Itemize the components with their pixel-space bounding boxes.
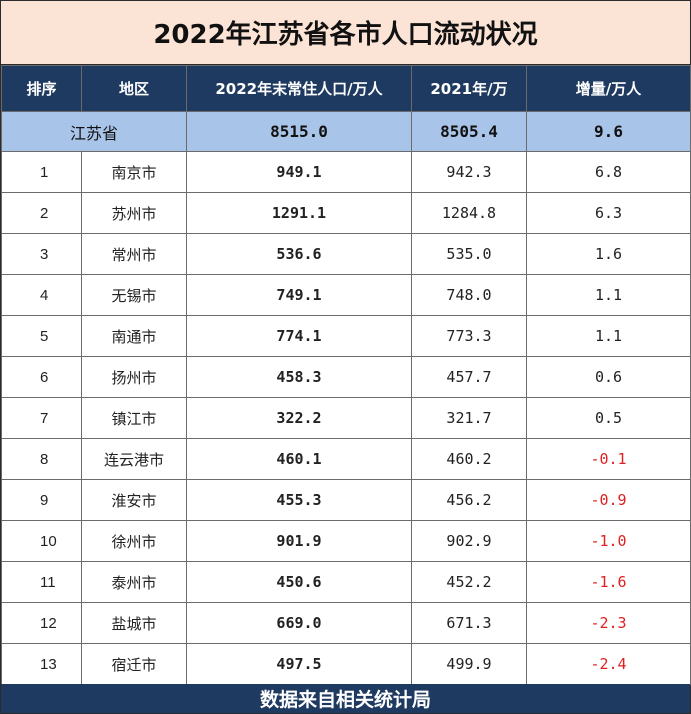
pop2021-cell: 748.0 — [411, 274, 527, 316]
city-cell: 淮安市 — [81, 479, 187, 521]
pop2021-cell: 452.2 — [411, 561, 527, 603]
rank-cell: 10 — [1, 520, 82, 562]
province-delta: 9.6 — [526, 111, 691, 152]
city-cell: 无锡市 — [81, 274, 187, 316]
table-row: 7 镇江市 322.2 321.7 0.5 — [1, 397, 691, 439]
city-cell: 南京市 — [81, 151, 187, 193]
population-table: 排序 地区 2022年末常住人口/万人 2021年/万 增量/万人 江苏省 85… — [1, 65, 691, 685]
header-rank: 排序 — [1, 65, 82, 112]
delta-cell: 0.5 — [526, 397, 691, 439]
pop2021-cell: 460.2 — [411, 438, 527, 480]
city-cell: 扬州市 — [81, 356, 187, 398]
rank-cell: 7 — [1, 397, 82, 439]
table-row: 5 南通市 774.1 773.3 1.1 — [1, 315, 691, 357]
header-row: 排序 地区 2022年末常住人口/万人 2021年/万 增量/万人 — [1, 65, 691, 112]
city-cell: 苏州市 — [81, 192, 187, 234]
pop2021-cell: 671.3 — [411, 602, 527, 644]
province-row: 江苏省 8515.0 8505.4 9.6 — [1, 111, 691, 152]
header-region: 地区 — [81, 65, 187, 112]
pop2021-cell: 902.9 — [411, 520, 527, 562]
rank-cell: 3 — [1, 233, 82, 275]
pop2022-cell: 949.1 — [186, 151, 412, 193]
table-row: 2 苏州市 1291.1 1284.8 6.3 — [1, 192, 691, 234]
table-row: 10 徐州市 901.9 902.9 -1.0 — [1, 520, 691, 562]
pop2022-cell: 322.2 — [186, 397, 412, 439]
table-row: 4 无锡市 749.1 748.0 1.1 — [1, 274, 691, 316]
delta-cell: -2.3 — [526, 602, 691, 644]
pop2021-cell: 942.3 — [411, 151, 527, 193]
city-cell: 宿迁市 — [81, 643, 187, 685]
pop2022-cell: 455.3 — [186, 479, 412, 521]
table-row: 1 南京市 949.1 942.3 6.8 — [1, 151, 691, 193]
pop2021-cell: 456.2 — [411, 479, 527, 521]
delta-cell: -2.4 — [526, 643, 691, 685]
table-row: 6 扬州市 458.3 457.7 0.6 — [1, 356, 691, 398]
province-name: 江苏省 — [1, 111, 187, 152]
pop2021-cell: 321.7 — [411, 397, 527, 439]
source-footer: 数据来自相关统计局 — [1, 684, 690, 713]
pop2022-cell: 749.1 — [186, 274, 412, 316]
pop2021-cell: 457.7 — [411, 356, 527, 398]
rank-cell: 13 — [1, 643, 82, 685]
pop2021-cell: 535.0 — [411, 233, 527, 275]
table-row: 13 宿迁市 497.5 499.9 -2.4 — [1, 643, 691, 685]
pop2022-cell: 450.6 — [186, 561, 412, 603]
pop2022-cell: 460.1 — [186, 438, 412, 480]
table-row: 3 常州市 536.6 535.0 1.6 — [1, 233, 691, 275]
pop2022-cell: 458.3 — [186, 356, 412, 398]
city-cell: 盐城市 — [81, 602, 187, 644]
delta-cell: 1.6 — [526, 233, 691, 275]
rank-cell: 9 — [1, 479, 82, 521]
delta-cell: -0.9 — [526, 479, 691, 521]
table-row: 9 淮安市 455.3 456.2 -0.9 — [1, 479, 691, 521]
pop2022-cell: 669.0 — [186, 602, 412, 644]
table-row: 12 盐城市 669.0 671.3 -2.3 — [1, 602, 691, 644]
pop2022-cell: 1291.1 — [186, 192, 412, 234]
header-delta: 增量/万人 — [526, 65, 691, 112]
delta-cell: -1.6 — [526, 561, 691, 603]
city-cell: 泰州市 — [81, 561, 187, 603]
city-cell: 南通市 — [81, 315, 187, 357]
city-cell: 镇江市 — [81, 397, 187, 439]
rank-cell: 4 — [1, 274, 82, 316]
province-pop2022: 8515.0 — [186, 111, 412, 152]
city-cell: 常州市 — [81, 233, 187, 275]
pop2021-cell: 499.9 — [411, 643, 527, 685]
province-pop2021: 8505.4 — [411, 111, 527, 152]
pop2022-cell: 497.5 — [186, 643, 412, 685]
table-row: 8 连云港市 460.1 460.2 -0.1 — [1, 438, 691, 480]
city-cell: 徐州市 — [81, 520, 187, 562]
pop2022-cell: 774.1 — [186, 315, 412, 357]
delta-cell: 6.8 — [526, 151, 691, 193]
pop2022-cell: 536.6 — [186, 233, 412, 275]
delta-cell: 1.1 — [526, 274, 691, 316]
pop2022-cell: 901.9 — [186, 520, 412, 562]
delta-cell: 0.6 — [526, 356, 691, 398]
page-title: 2022年江苏省各市人口流动状况 — [1, 1, 690, 65]
delta-cell: -1.0 — [526, 520, 691, 562]
header-pop2022: 2022年末常住人口/万人 — [186, 65, 412, 112]
pop2021-cell: 773.3 — [411, 315, 527, 357]
rank-cell: 11 — [1, 561, 82, 603]
rank-cell: 6 — [1, 356, 82, 398]
rank-cell: 12 — [1, 602, 82, 644]
header-pop2021: 2021年/万 — [411, 65, 527, 112]
city-cell: 连云港市 — [81, 438, 187, 480]
table-row: 11 泰州市 450.6 452.2 -1.6 — [1, 561, 691, 603]
rank-cell: 2 — [1, 192, 82, 234]
delta-cell: -0.1 — [526, 438, 691, 480]
pop2021-cell: 1284.8 — [411, 192, 527, 234]
rank-cell: 5 — [1, 315, 82, 357]
delta-cell: 1.1 — [526, 315, 691, 357]
rank-cell: 1 — [1, 151, 82, 193]
delta-cell: 6.3 — [526, 192, 691, 234]
rank-cell: 8 — [1, 438, 82, 480]
